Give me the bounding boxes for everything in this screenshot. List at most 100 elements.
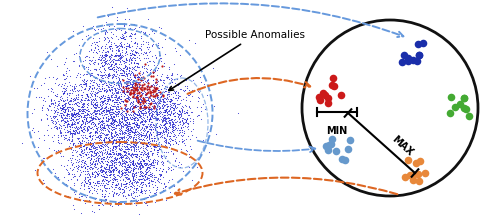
Point [98,159,106,163]
Point [160,99,168,102]
Point [129,139,137,143]
Point [152,190,160,194]
Point [107,132,115,135]
Point [123,137,131,141]
Point [143,67,151,71]
Point [69,125,77,129]
Point [125,120,133,124]
Point [168,138,176,142]
Point [93,103,101,107]
Point [100,155,108,159]
Point [165,117,173,120]
Point [117,155,125,159]
Point [92,158,100,161]
Point [159,123,167,127]
Point [114,91,122,94]
Point [75,101,83,105]
Point [108,139,116,143]
Point [150,158,158,161]
Point [60,83,67,87]
Point [133,94,141,98]
Point [328,83,336,87]
Point [81,87,89,91]
Point [150,147,158,151]
Point [144,107,152,111]
Point [113,58,121,61]
Point [162,127,170,130]
Point [92,136,100,139]
Point [115,54,123,57]
Point [106,113,114,117]
Point [128,155,136,159]
Point [156,114,164,118]
Point [83,94,91,97]
Point [165,150,173,154]
Point [67,162,75,165]
Point [94,122,102,126]
Point [97,157,105,160]
Point [59,72,67,76]
Point [153,178,161,182]
Point [131,144,139,147]
Point [149,162,157,165]
Point [132,138,140,141]
Point [115,66,123,69]
Point [156,130,164,134]
Point [118,172,126,176]
Point [166,142,174,145]
Point [88,204,96,207]
Point [88,171,96,175]
Point [103,63,111,66]
Point [110,65,118,69]
Point [143,175,151,178]
Point [148,113,156,117]
Point [123,30,130,34]
Point [110,82,118,86]
Point [119,171,127,175]
Point [105,123,113,127]
Point [118,54,125,57]
Point [124,142,132,146]
Point [127,193,135,196]
Point [118,138,126,141]
Point [116,22,124,26]
Point [81,176,89,179]
Point [118,139,125,143]
Point [138,73,146,76]
Point [61,126,68,129]
Point [108,89,116,92]
Point [105,129,113,133]
Point [87,48,95,52]
Point [95,136,103,140]
Point [112,51,120,54]
Point [135,154,143,157]
Point [131,137,139,141]
Point [145,178,153,182]
Point [94,84,102,87]
Point [124,117,131,121]
Point [145,59,153,63]
Point [131,104,139,108]
Point [121,162,129,165]
Point [115,84,123,88]
Point [63,67,71,70]
Point [89,113,97,117]
Point [130,125,138,129]
Point [97,135,105,139]
Point [148,138,156,142]
Point [121,129,129,132]
Point [167,168,175,172]
Point [118,73,125,77]
Point [60,113,67,117]
Point [106,127,114,130]
Point [68,122,76,126]
Point [116,48,124,52]
Point [146,117,154,120]
Point [139,140,147,144]
Point [113,104,121,107]
Point [112,107,120,111]
Point [25,92,33,96]
Point [125,59,133,62]
Point [153,68,161,71]
Point [103,154,111,157]
